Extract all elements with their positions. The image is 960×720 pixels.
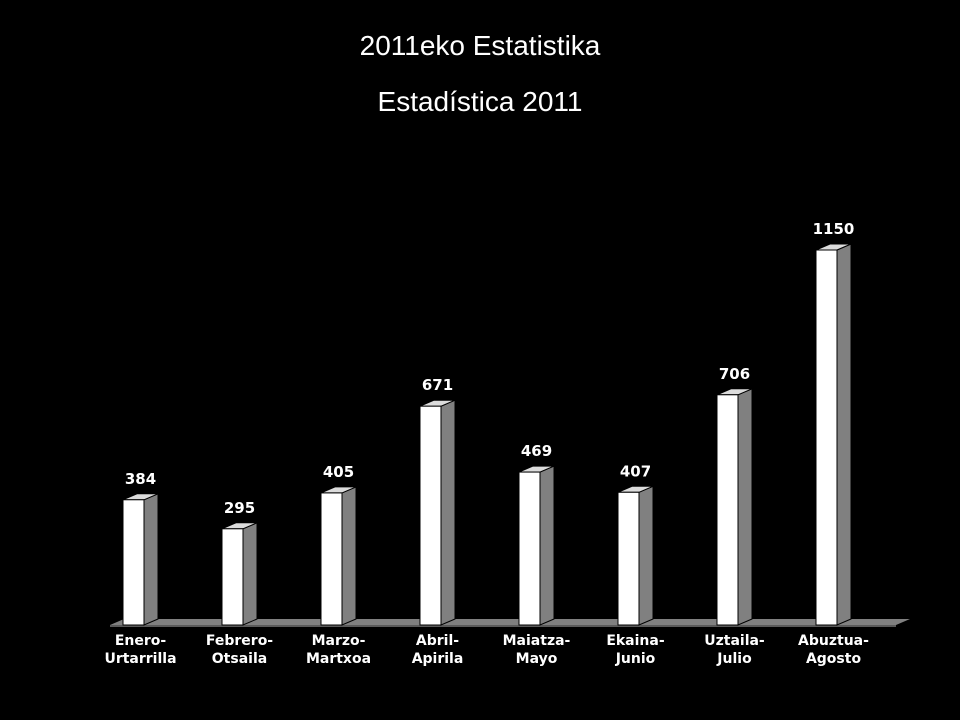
bar <box>617 491 640 626</box>
bar-value-label: 469 <box>521 442 552 460</box>
bar-value-label: 384 <box>125 470 156 488</box>
bar-side <box>341 486 357 626</box>
chart-floor-edge <box>110 625 896 627</box>
bar <box>518 471 541 626</box>
bar <box>815 249 838 626</box>
category-label: Junio <box>615 651 656 667</box>
category-label: Maiatza- <box>503 633 571 649</box>
bar <box>122 499 145 626</box>
bar <box>419 405 442 626</box>
category-label: Mayo <box>516 651 558 667</box>
bar <box>221 528 244 626</box>
category-label: Urtarrilla <box>104 651 176 667</box>
bar-value-label: 671 <box>422 376 453 394</box>
category-label: Marzo- <box>312 633 366 649</box>
bar-side <box>242 522 258 626</box>
bar-value-label: 706 <box>719 365 750 383</box>
bar-group <box>617 485 654 626</box>
category-label: Julio <box>716 651 752 667</box>
category-label: Abuztua- <box>798 633 869 649</box>
bar-side <box>836 243 852 626</box>
chart-title: 2011eko Estatistika <box>359 30 601 61</box>
bar <box>716 394 739 626</box>
category-label: Ekaina- <box>606 633 665 649</box>
category-label: Abril- <box>416 633 459 649</box>
bar-group <box>716 388 753 626</box>
bar-group <box>221 522 258 626</box>
bar-side <box>539 465 555 626</box>
bar-value-label: 1150 <box>813 220 855 238</box>
bar-group <box>815 243 852 626</box>
bar-group <box>122 493 159 626</box>
category-label: Martxoa <box>306 651 371 667</box>
bar <box>320 492 343 626</box>
chart-subtitle: Estadística 2011 <box>377 86 583 117</box>
bar-side <box>143 493 159 626</box>
category-label: Agosto <box>806 651 862 667</box>
bar-value-label: 405 <box>323 463 354 481</box>
bar-group <box>518 465 555 626</box>
bar-value-label: 407 <box>620 462 651 480</box>
category-label: Febrero- <box>206 633 273 649</box>
category-label: Uztaila- <box>704 633 765 649</box>
bar-group <box>320 486 357 626</box>
category-label: Enero- <box>115 633 167 649</box>
bar-side <box>737 388 753 626</box>
bar-group <box>419 399 456 626</box>
bar-side <box>440 399 456 626</box>
bar-value-label: 295 <box>224 499 255 517</box>
bar-side <box>638 485 654 626</box>
category-label: Apirila <box>412 651 464 667</box>
chart-floor <box>110 619 910 625</box>
category-label: Otsaila <box>212 651 267 667</box>
